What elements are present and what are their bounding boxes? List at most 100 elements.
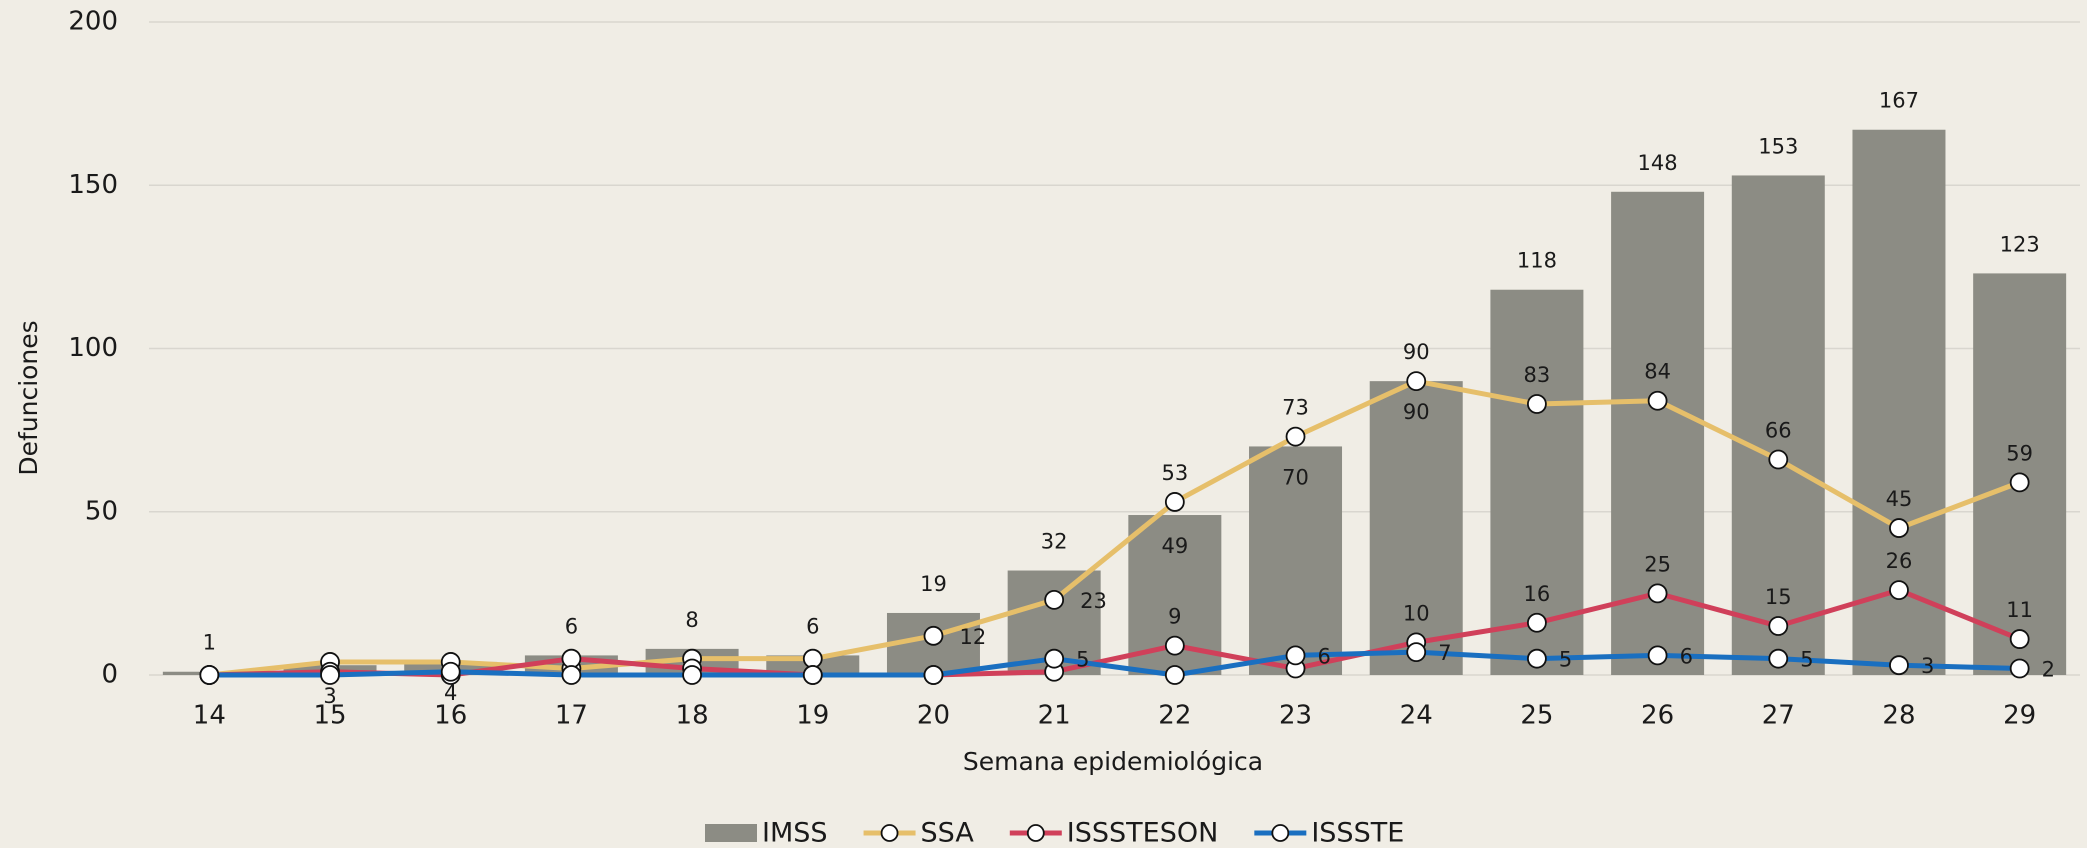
x-tick-label: 25 <box>1520 701 1553 731</box>
x-tick-label: 22 <box>1158 701 1191 731</box>
data-label: 6 <box>1680 644 1693 668</box>
bar <box>1490 289 1584 675</box>
data-label: 6 <box>806 614 819 638</box>
data-label: 8 <box>685 608 698 632</box>
legend-marker <box>1271 824 1290 842</box>
marker <box>1647 390 1668 411</box>
data-label: 26 <box>1886 549 1913 573</box>
data-label: 53 <box>1161 461 1188 485</box>
marker <box>802 665 823 685</box>
data-label: 2 <box>2042 657 2055 681</box>
marker <box>923 625 944 646</box>
legend-marker <box>880 824 899 842</box>
data-label: 19 <box>920 572 947 596</box>
x-tick-label: 16 <box>434 701 467 731</box>
marker <box>1285 645 1306 666</box>
legend-label: ISSSTE <box>1311 818 1404 848</box>
data-label: 5 <box>1076 648 1089 672</box>
data-label: 45 <box>1886 487 1913 511</box>
y-tick-label: 200 <box>68 7 118 37</box>
data-label: 3 <box>323 684 336 708</box>
marker <box>1889 580 1909 601</box>
line <box>209 587 2021 678</box>
x-tick-label: 28 <box>1882 701 1915 731</box>
legend-label: SSA <box>921 818 975 848</box>
bar <box>1369 381 1463 675</box>
marker <box>1285 426 1306 447</box>
data-label: 70 <box>1282 465 1309 489</box>
x-tick-label: 27 <box>1762 701 1795 731</box>
x-tick-label: 24 <box>1400 701 1433 731</box>
data-label: 73 <box>1282 396 1309 420</box>
marker <box>802 648 823 669</box>
marker <box>1889 655 1909 676</box>
data-label: 3 <box>1921 654 1934 678</box>
data-label: 32 <box>1041 530 1068 554</box>
y-tick-label: 100 <box>68 333 118 363</box>
marker <box>1527 612 1547 633</box>
marker <box>2009 658 2030 679</box>
marker <box>1527 394 1547 414</box>
x-tick-label: 19 <box>796 701 829 731</box>
marker <box>1889 518 1909 538</box>
marker <box>561 648 582 669</box>
data-label: 66 <box>1765 419 1792 443</box>
marker <box>682 665 702 685</box>
data-label: 84 <box>1644 360 1671 384</box>
data-label: 118 <box>1517 249 1557 273</box>
marker <box>1768 648 1789 669</box>
data-label: 12 <box>959 625 986 649</box>
data-label: 49 <box>1161 534 1188 558</box>
data-label: 83 <box>1524 363 1551 387</box>
legend-label: IMSS <box>762 818 828 848</box>
legend-swatch <box>705 824 757 842</box>
data-label: 5 <box>1800 648 1813 672</box>
data-label: 167 <box>1879 89 1919 113</box>
x-axis-title: Semana epidemiológica <box>963 747 1263 776</box>
marker <box>320 665 340 685</box>
x-tick-label: 29 <box>2003 701 2036 731</box>
marker <box>2009 472 2030 493</box>
marker <box>1044 648 1065 669</box>
data-label: 90 <box>1403 400 1430 424</box>
data-label: 5 <box>1559 648 1572 672</box>
data-label: 148 <box>1638 151 1678 175</box>
data-label: 123 <box>2000 232 2040 256</box>
bar <box>1249 446 1343 675</box>
data-label: 1 <box>203 631 216 655</box>
marker <box>199 665 220 685</box>
data-label: 23 <box>1080 589 1107 613</box>
data-label: 25 <box>1644 552 1671 576</box>
x-tick-label: 15 <box>313 701 346 731</box>
x-tick-label: 14 <box>193 701 226 731</box>
x-tick-label: 23 <box>1279 701 1312 731</box>
legend-label: ISSSTESON <box>1067 818 1219 848</box>
data-label: 59 <box>2006 441 2033 465</box>
x-tick-label: 21 <box>1038 701 1071 731</box>
marker <box>1647 645 1668 666</box>
data-label: 15 <box>1765 585 1792 609</box>
data-label: 6 <box>565 614 578 638</box>
marker <box>1768 616 1789 636</box>
x-tick-label: 20 <box>917 701 950 731</box>
marker <box>1527 648 1547 669</box>
marker <box>923 665 944 685</box>
data-label: 4 <box>444 681 457 705</box>
x-tick-label: 18 <box>676 701 709 731</box>
marker <box>1164 665 1185 685</box>
legend-marker <box>1026 824 1045 842</box>
data-label: 153 <box>1758 134 1798 158</box>
x-tick-label: 26 <box>1641 701 1674 731</box>
marker <box>440 661 461 682</box>
y-tick-label: 150 <box>68 170 118 200</box>
marker <box>561 665 582 685</box>
x-tick-label: 17 <box>555 701 588 731</box>
data-label: 90 <box>1403 340 1430 364</box>
marker <box>1406 371 1427 392</box>
y-tick-label: 0 <box>101 660 118 690</box>
data-label: 7 <box>1438 641 1451 665</box>
marker <box>2009 629 2030 649</box>
line <box>209 649 2020 678</box>
marker <box>1768 449 1789 470</box>
